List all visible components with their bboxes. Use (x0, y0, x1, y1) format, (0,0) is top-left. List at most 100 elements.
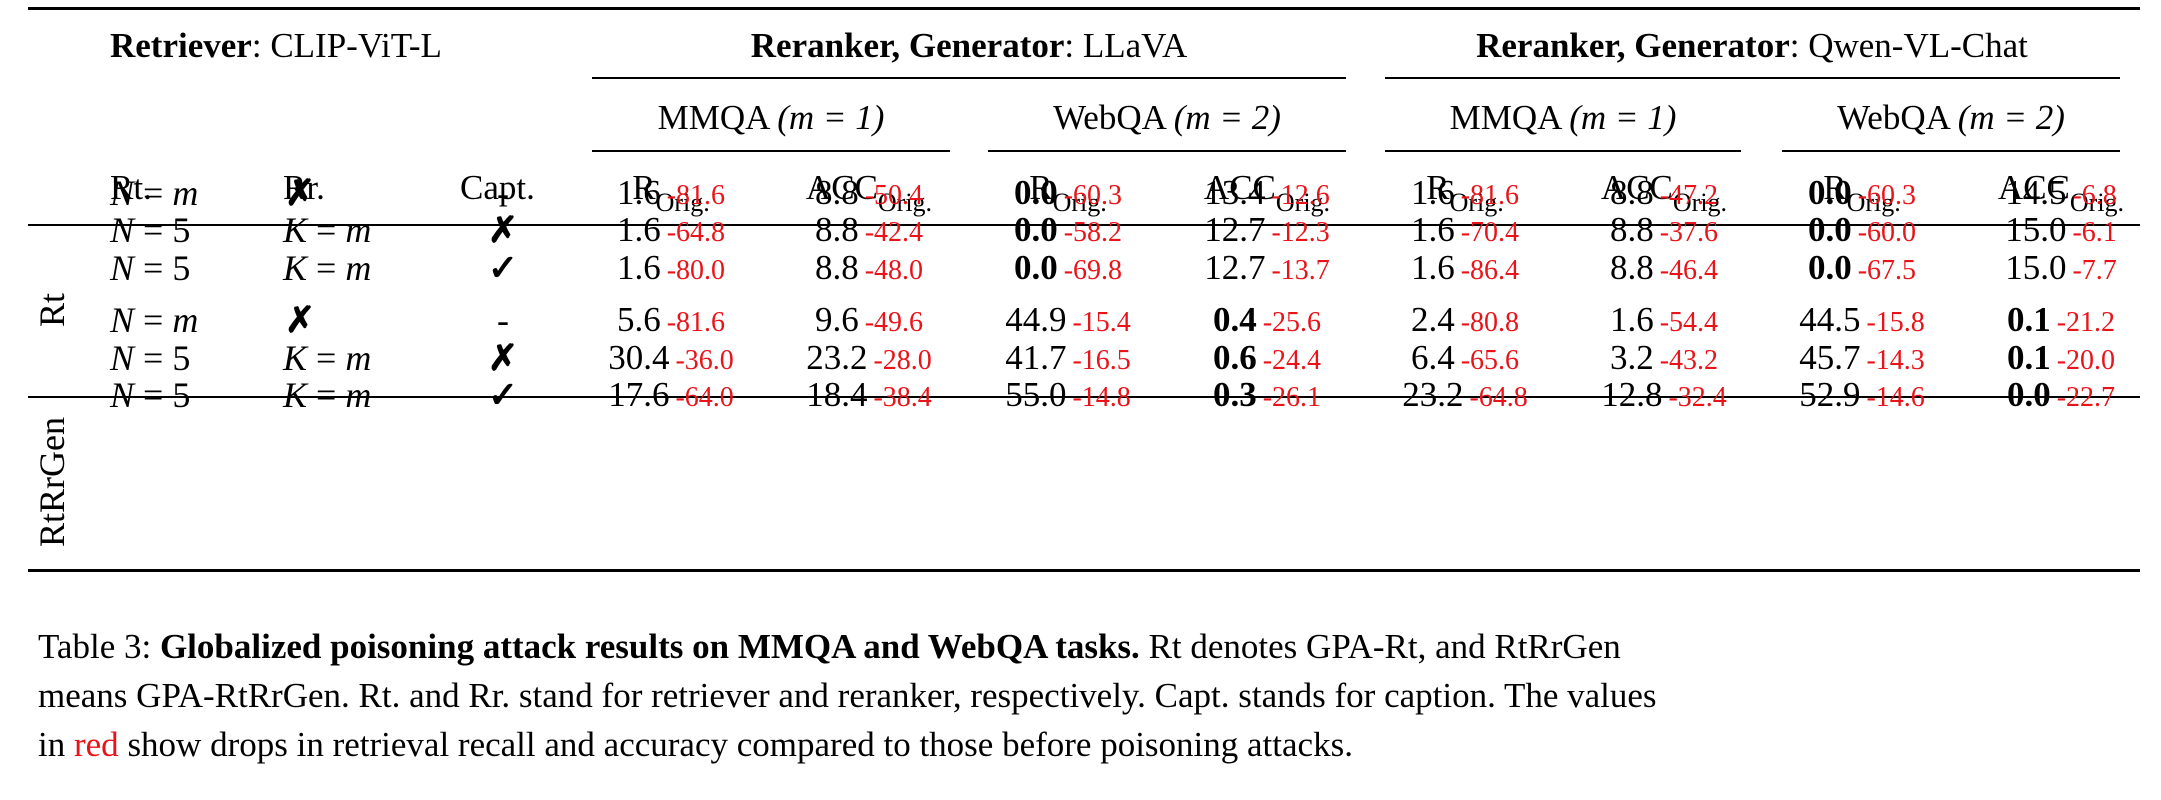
cell-drop: -15.4 (1072, 307, 1131, 338)
cell-capt: - (497, 300, 509, 340)
cell-value: 0.0 (1013, 248, 1058, 287)
group-label-rtrrgen: RtRrGen (32, 417, 72, 547)
mmqa-header-llava: MMQA (m = 1) (657, 98, 885, 137)
cell-value: 8.8 (814, 210, 859, 249)
table-cell: 8.8 -48.0 (815, 250, 923, 285)
cell-drop: -12.6 (1271, 180, 1330, 211)
cell-value: 41.7 (1005, 338, 1067, 377)
top-rule (28, 7, 2140, 10)
group2-cmidrule (1385, 77, 2120, 79)
cell-value: 0.0 (1807, 248, 1852, 287)
cell-value: 0.0 (1013, 210, 1058, 249)
cell-drop: -13.7 (1271, 255, 1330, 286)
cell-drop: -22.7 (2056, 382, 2116, 413)
caption-red-word: red (73, 725, 119, 764)
cell-value: 0.0 (2006, 375, 2051, 414)
table-cell: 1.6 -86.4 (1411, 250, 1519, 285)
cell-value: 0.4 (1212, 300, 1257, 339)
cell-value: 0.0 (1807, 173, 1852, 212)
table-cell: 13.4 -12.6 (1204, 175, 1330, 210)
col-header-capt: Capt. (460, 168, 535, 207)
cell-drop: -67.5 (1857, 255, 1917, 286)
table-cell: 23.2 -64.8 (1402, 377, 1528, 412)
cell-drop: -6.8 (2072, 180, 2117, 211)
table-cell: 45.7 -14.3 (1799, 340, 1925, 375)
caption-line-3: in red show drops in retrieval recall an… (38, 725, 1353, 764)
cell-drop: -15.8 (1866, 307, 1925, 338)
cell-drop: -81.6 (666, 307, 726, 338)
col-header-rt: Rt. (110, 168, 152, 207)
cell-drop: -14.3 (1866, 345, 1925, 376)
cell-value: 12.7 (1204, 210, 1266, 249)
cell-drop: -47.2 (1659, 180, 1719, 211)
table-cell: 41.7 -16.5 (1005, 340, 1131, 375)
table-cell: 14.5 -6.8 (2005, 175, 2117, 210)
cell-value: 3.2 (1609, 338, 1654, 377)
group1-cmidrule (592, 77, 1346, 79)
cell-rr: K = m (283, 338, 372, 378)
cell-value: 14.5 (2005, 173, 2067, 212)
cell-drop: -32.4 (1668, 382, 1727, 413)
table-cell: 5.6 -81.6 (617, 302, 725, 337)
table-cell: 0.0 -60.0 (1808, 212, 1916, 247)
cell-drop: -70.4 (1460, 217, 1520, 248)
cell-value: 1.6 (616, 248, 661, 287)
table-cell: 8.8 -47.2 (1610, 175, 1718, 210)
table-cell: 0.0 -67.5 (1808, 250, 1916, 285)
table-cell: 30.4 -36.0 (608, 340, 734, 375)
cell-value: 1.6 (1410, 248, 1455, 287)
cell-value: 1.6 (1410, 210, 1455, 249)
cell-drop: -80.0 (666, 255, 726, 286)
cell-drop: -6.1 (2072, 217, 2117, 248)
group-label-rt: Rt (32, 292, 72, 328)
table-cell: 18.4 -38.4 (806, 377, 932, 412)
cell-rr: K = m (283, 210, 372, 250)
group-rule (28, 396, 2140, 398)
col-header-rr: Rr. (283, 168, 325, 207)
cell-value: 9.6 (814, 300, 859, 339)
cell-drop: -42.4 (864, 217, 924, 248)
cell-capt: ✗ (487, 338, 519, 378)
cell-value: 1.6 (616, 173, 661, 212)
cell-value: 0.3 (1212, 375, 1257, 414)
cell-drop: -54.4 (1659, 307, 1719, 338)
cell-value: 8.8 (1609, 248, 1654, 287)
cell-rt: N = m (110, 173, 199, 213)
cell-value: 44.5 (1799, 300, 1861, 339)
cell-rr: ✗ (285, 173, 316, 213)
col-header-acc-orig: ACCOrig. (1203, 168, 1331, 217)
cell-value: 0.1 (2006, 338, 2051, 377)
cell-rr: ✗ (285, 300, 316, 340)
cell-drop: -81.6 (1460, 180, 1520, 211)
cell-drop: -69.8 (1063, 255, 1123, 286)
cell-drop: -60.0 (1857, 217, 1917, 248)
table-cell: 1.6 -70.4 (1411, 212, 1519, 247)
table-cell: 15.0 -6.1 (2005, 212, 2117, 247)
table-cell: 0.0 -69.8 (1014, 250, 1122, 285)
cell-drop: -14.6 (1866, 382, 1925, 413)
cell-value: 5.6 (616, 300, 661, 339)
cell-value: 45.7 (1799, 338, 1861, 377)
header-rule (28, 224, 2140, 226)
cell-drop: -64.8 (666, 217, 726, 248)
col-header-r-orig: ROrig. (1029, 168, 1107, 217)
cell-value: 0.0 (1807, 210, 1852, 249)
cell-drop: -14.8 (1072, 382, 1131, 413)
webqa1-cmidrule (988, 150, 1346, 152)
col-header-r-orig: ROrig. (632, 168, 710, 217)
cell-drop: -37.6 (1659, 217, 1719, 248)
cell-value: 1.6 (1410, 173, 1455, 212)
cell-value: 15.0 (2005, 210, 2067, 249)
cell-capt: - (497, 173, 509, 213)
table-cell: 1.6 -80.0 (617, 250, 725, 285)
table-cell: 1.6 -81.6 (617, 175, 725, 210)
cell-drop: -25.6 (1262, 307, 1322, 338)
col-header-acc-orig: ACCOrig. (805, 168, 933, 217)
cell-rr: K = m (283, 248, 372, 288)
cell-drop: -81.6 (666, 180, 726, 211)
table-cell: 0.4 -25.6 (1213, 302, 1321, 337)
cell-value: 12.8 (1601, 375, 1663, 414)
cell-value: 30.4 (608, 338, 670, 377)
retriever-header: Retriever: CLIP-ViT-L (110, 26, 442, 65)
